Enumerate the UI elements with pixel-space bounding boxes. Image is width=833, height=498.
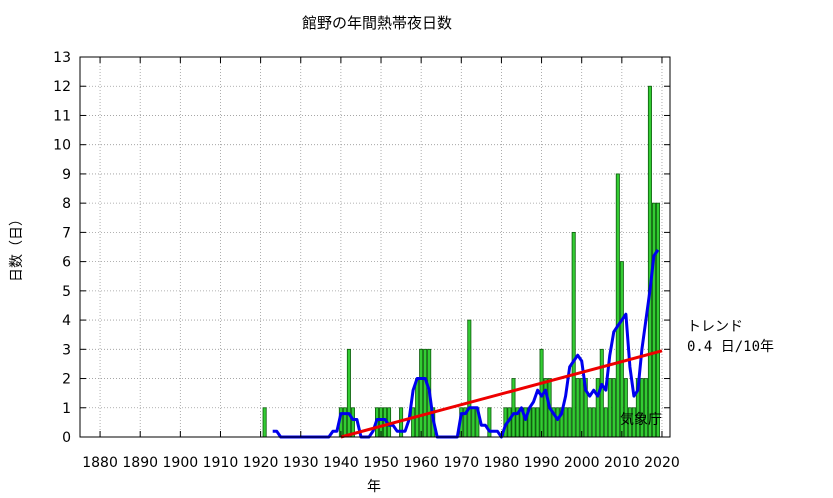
bar xyxy=(415,378,420,438)
bar xyxy=(511,378,516,438)
bar xyxy=(571,231,576,438)
x-tick-label: 1920 xyxy=(243,455,279,471)
bar xyxy=(587,407,592,438)
bar xyxy=(467,319,472,438)
bar xyxy=(603,407,608,438)
bar xyxy=(607,378,612,438)
bar xyxy=(579,378,584,438)
y-tick-label: 3 xyxy=(62,342,71,358)
bar xyxy=(346,348,351,438)
bar xyxy=(411,407,416,438)
bar xyxy=(535,407,540,438)
y-tick-label: 10 xyxy=(53,138,71,154)
trend-line xyxy=(340,349,663,439)
y-tick-label: 0 xyxy=(62,430,71,446)
x-tick-label: 1960 xyxy=(403,455,439,471)
x-axis-label: 年 xyxy=(367,479,381,495)
x-tick-label: 1990 xyxy=(524,455,560,471)
x-axis: 1880 1890 1900 1910 1920 1930 1940 1950 1960 1970… xyxy=(82,57,680,471)
bar xyxy=(543,378,548,438)
y-axis-label: 日数（日） xyxy=(9,212,25,282)
x-tick-label: 1950 xyxy=(363,455,399,471)
plot-frame xyxy=(79,56,671,438)
x-tick-label: 1880 xyxy=(82,455,118,471)
credit-label: 気象庁 xyxy=(620,412,662,428)
bar xyxy=(599,348,604,438)
x-tick-label: 1890 xyxy=(122,455,158,471)
bar xyxy=(611,378,616,438)
bar xyxy=(563,407,568,438)
y-tick-label: 12 xyxy=(53,79,71,95)
x-tick-label: 2010 xyxy=(604,455,640,471)
y-tick-label: 5 xyxy=(62,284,71,300)
y-tick-label: 8 xyxy=(62,196,71,212)
line-series xyxy=(272,249,663,439)
y-tick-label: 9 xyxy=(62,167,71,183)
trend-value: 0.4 日/10年 xyxy=(687,339,774,355)
trend-label: トレンド xyxy=(687,319,743,335)
y-tick-label: 13 xyxy=(53,50,71,66)
bar xyxy=(615,173,620,438)
bar xyxy=(591,407,596,438)
x-tick-label: 1930 xyxy=(283,455,319,471)
x-tick-label: 2000 xyxy=(564,455,600,471)
y-tick-label: 6 xyxy=(62,255,71,271)
bar xyxy=(651,202,656,438)
bar xyxy=(419,348,424,438)
bar xyxy=(555,407,560,438)
x-tick-label: 1940 xyxy=(323,455,359,471)
bar xyxy=(575,378,580,438)
bar xyxy=(567,407,572,438)
bar xyxy=(639,378,644,438)
x-tick-label: 2020 xyxy=(644,455,680,471)
x-tick-label: 1900 xyxy=(163,455,199,471)
x-tick-label: 1980 xyxy=(484,455,520,471)
bar xyxy=(595,378,600,438)
bar xyxy=(423,348,428,438)
bar xyxy=(262,407,267,438)
x-tick-label: 1910 xyxy=(203,455,239,471)
bar xyxy=(623,378,628,438)
y-tick-label: 7 xyxy=(62,225,71,241)
bar xyxy=(655,202,660,438)
x-tick-label: 1970 xyxy=(443,455,479,471)
y-tick-label: 1 xyxy=(62,401,71,417)
bar xyxy=(619,261,624,438)
grid xyxy=(80,57,670,437)
bar xyxy=(471,407,476,438)
bar xyxy=(531,407,536,438)
chart-title: 館野の年間熱帯夜日数 xyxy=(302,14,452,32)
y-tick-label: 2 xyxy=(62,372,71,388)
moving-average-line xyxy=(272,249,660,439)
bar xyxy=(647,85,652,438)
y-tick-label: 4 xyxy=(62,313,71,329)
bar xyxy=(643,378,648,438)
y-tick-label: 11 xyxy=(53,108,71,124)
